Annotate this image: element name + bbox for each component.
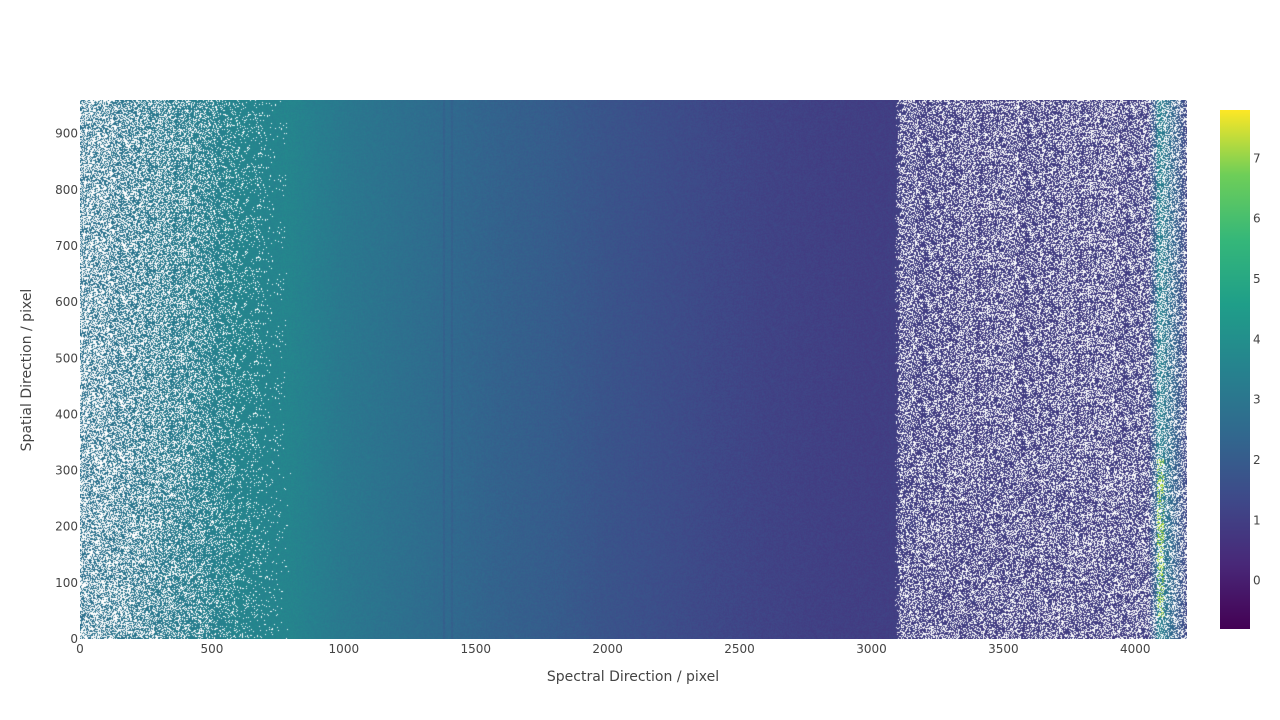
heatmap-image [80,100,1187,639]
y-tick-label: 700 [55,239,78,253]
y-tick-label: 600 [55,295,78,309]
heatmap-plot-area [80,100,1187,639]
colorbar-tick-label: 2 [1253,453,1261,467]
x-tick-label: 2000 [592,642,623,656]
colorbar-tick-label: 4 [1253,332,1261,346]
y-tick-label: 200 [55,520,78,534]
y-tick-label: 300 [55,464,78,478]
x-tick-label: 1000 [329,642,360,656]
x-tick-label: 1500 [460,642,491,656]
colorbar-tick-label: 0 [1253,574,1261,588]
x-tick-label: 3000 [856,642,887,656]
x-tick-label: 2500 [724,642,755,656]
colorbar-tick-label: 5 [1253,272,1261,286]
y-axis-ticks: 0 100 200 300 400 500 600 700 800 900 [55,127,78,646]
colorbar-tick-label: 3 [1253,393,1261,407]
colorbar-tick-label: 6 [1253,212,1261,226]
colorbar-tick-label: 7 [1253,151,1261,165]
colorbar-ticks: 0 1 2 3 4 5 6 7 [1253,151,1261,587]
x-tick-label: 4000 [1120,642,1151,656]
y-tick-label: 0 [70,632,78,646]
y-tick-label: 100 [55,576,78,590]
x-axis-ticks: 0 500 1000 1500 2000 2500 3000 3500 4000 [76,642,1150,656]
y-tick-label: 800 [55,183,78,197]
x-axis-title: Spectral Direction / pixel [547,669,719,685]
y-axis-title: Spatial Direction / pixel [19,289,35,452]
colorbar-tick-label: 1 [1253,513,1261,527]
x-tick-label: 3500 [988,642,1019,656]
y-tick-label: 500 [55,351,78,365]
x-tick-label: 500 [200,642,223,656]
y-tick-label: 400 [55,407,78,421]
x-tick-label: 0 [76,642,84,656]
y-tick-label: 900 [55,127,78,141]
colorbar [1220,110,1250,629]
